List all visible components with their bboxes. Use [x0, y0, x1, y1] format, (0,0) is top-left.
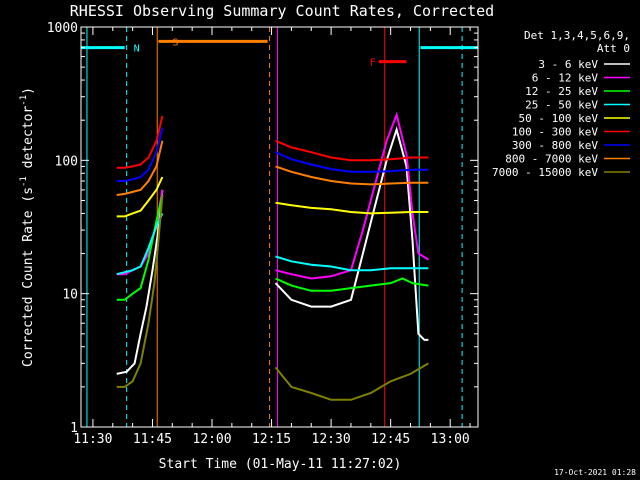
y-label-exp-1: -1: [19, 176, 29, 187]
legend-label-800-7000-kev: 800 - 7000 keV: [505, 153, 598, 166]
legend-label-12-25-kev: 12 - 25 keV: [525, 85, 598, 98]
series-300-800-kev: [117, 128, 429, 181]
legend-title-line-1: Det 1,3,4,5,6,9,: [524, 29, 630, 42]
flag-bars: N S F: [81, 27, 478, 427]
legend-label-25-50-kev: 25 - 50 keV: [525, 99, 598, 112]
legend-label-6-12-kev: 6 - 12 keV: [532, 72, 599, 85]
legend-title-line-2: Att 0: [597, 42, 630, 55]
series-100-300-kev-segment-0: [117, 116, 163, 168]
axes: 11:30 11:45 12:00 12:15 12:30 12:45 13:00 1 10 10…: [47, 21, 478, 447]
y-axis-label: Corrected Count Rate (s-1 detector-1): [19, 87, 36, 367]
x-tick-label-12-15: 12:15: [252, 432, 291, 447]
x-axis-label: Start Time (01-May-11 11:27:02): [159, 457, 402, 472]
series-6-12-kev: [117, 115, 429, 279]
x-tick-label-11-30: 11:30: [73, 432, 112, 447]
series-12-25-kev-segment-1: [276, 279, 429, 291]
legend-label-7000-15000-kev: 7000 - 15000 keV: [492, 166, 598, 179]
timestamp: 17-Oct-2021 01:28: [554, 468, 636, 477]
legend-label-50-100-kev: 50 - 100 keV: [519, 112, 599, 125]
flag-label-n: N: [134, 44, 140, 55]
legend-label-300-800-kev: 300 - 800 keV: [512, 139, 598, 152]
series-7000-15000-kev-segment-1: [276, 363, 429, 399]
count-rate-chart: RHESSI Observing Summary Count Rates, Co…: [0, 0, 640, 480]
series-6-12-kev-segment-1: [276, 115, 429, 279]
series-12-25-kev: [117, 195, 429, 300]
series-3-6-kev-segment-0: [117, 190, 163, 374]
y-tick-label-100: 100: [55, 154, 78, 169]
x-tick-label-12-00: 12:00: [192, 432, 231, 447]
y-tick-label-10: 10: [62, 288, 78, 303]
chart-title: RHESSI Observing Summary Count Rates, Co…: [70, 2, 494, 20]
legend-label-100-300-kev: 100 - 300 keV: [512, 126, 598, 139]
series-50-100-kev-segment-1: [276, 203, 429, 214]
series-3-6-kev: [117, 130, 429, 374]
flag-label-s: S: [172, 37, 178, 48]
y-label-exp-2: -1: [19, 95, 29, 106]
x-tick-label-12-30: 12:30: [312, 432, 351, 447]
series-25-50-kev: [117, 213, 429, 274]
y-label-part-2: detector: [21, 106, 36, 177]
series-50-100-kev-segment-0: [117, 177, 163, 216]
y-tick-label-1000: 1000: [47, 21, 78, 36]
y-label-part-1: Corrected Count Rate (s: [21, 187, 36, 367]
series-layer: [117, 115, 429, 400]
series-100-300-kev: [117, 116, 429, 168]
x-tick-label-11-45: 11:45: [133, 432, 172, 447]
legend-label-3-6-kev: 3 - 6 keV: [538, 58, 598, 71]
y-label-part-3: ): [21, 87, 36, 95]
plot-frame: [81, 27, 478, 427]
x-tick-label-13-00: 13:00: [431, 432, 470, 447]
flag-label-f: F: [370, 58, 376, 69]
y-tick-label-1: 1: [70, 421, 78, 436]
series-800-7000-kev: [117, 141, 429, 195]
series-300-800-kev-segment-0: [117, 128, 163, 181]
x-tick-label-12-45: 12:45: [371, 432, 410, 447]
series-7000-15000-kev: [117, 195, 429, 400]
